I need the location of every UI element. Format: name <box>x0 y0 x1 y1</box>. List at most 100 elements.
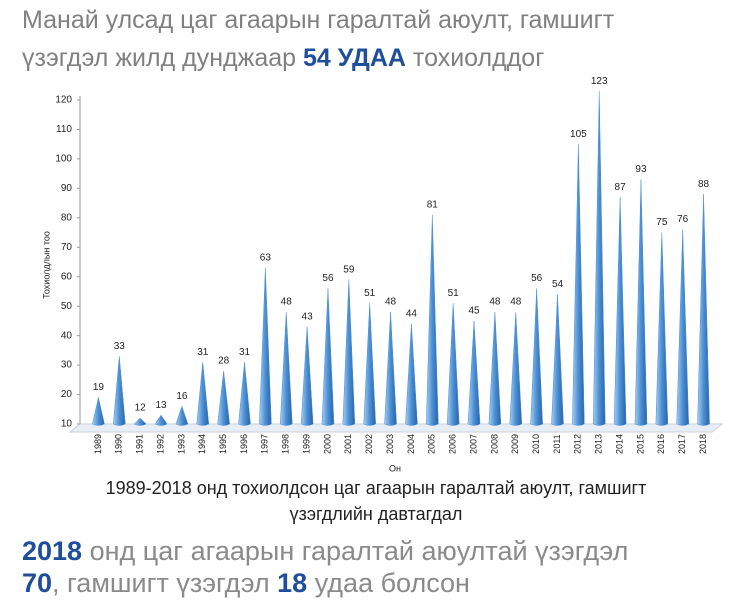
value-label: 19 <box>93 382 105 393</box>
value-label: 51 <box>364 288 376 299</box>
value-label: 56 <box>531 273 543 284</box>
x-tick-label: 2016 <box>656 434 666 454</box>
footer-text: онд цаг агаарын гаралтай аюултай үзэгдэл <box>82 536 629 566</box>
value-label: 31 <box>197 347 209 358</box>
cone <box>196 362 210 426</box>
value-label: 63 <box>260 253 272 264</box>
x-tick-label: 2011 <box>552 434 562 453</box>
value-label: 31 <box>239 347 251 358</box>
y-tick-label: 90 <box>61 183 73 194</box>
value-label: 48 <box>385 297 397 308</box>
value-label: 33 <box>114 341 126 352</box>
footer-line: 70, гамшигт үзэгдэл 18 удаа болсон <box>22 568 470 599</box>
value-label: 88 <box>698 179 710 190</box>
x-tick-label: 1989 <box>93 434 103 454</box>
header-text: Манай улсад цаг агаарын гаралтай аюулт, … <box>22 6 615 34</box>
caption: 1989-2018 онд тохиолдсон цаг агаарын гар… <box>105 478 647 498</box>
x-tick-label: 1998 <box>281 434 291 454</box>
value-label: 44 <box>406 308 418 319</box>
cone <box>509 312 523 426</box>
x-tick-label: 2002 <box>364 434 374 454</box>
x-tick-label: 2001 <box>343 434 353 454</box>
floor <box>68 423 724 433</box>
header-highlight: 54 УДАА <box>303 44 406 72</box>
cone <box>697 194 710 426</box>
cone <box>572 144 585 426</box>
footer-highlight: 18 <box>277 568 308 598</box>
cone <box>342 279 356 426</box>
x-tick-label: 2005 <box>427 434 437 454</box>
y-tick-label: 40 <box>61 330 73 341</box>
cone <box>467 320 481 426</box>
caption: үзэгдлийн давтагдал <box>289 504 463 524</box>
cone <box>446 303 460 426</box>
value-label: 54 <box>552 279 564 290</box>
header-text: үзэгдэл жилд дунджаар <box>22 44 303 72</box>
value-label: 48 <box>510 297 522 308</box>
x-tick-label: 1990 <box>114 434 124 454</box>
value-label: 76 <box>677 214 689 225</box>
value-label: 81 <box>427 200 439 211</box>
cone <box>217 370 230 426</box>
cone <box>92 397 105 426</box>
value-label: 123 <box>591 76 608 87</box>
cone <box>279 312 293 426</box>
y-tick-label: 120 <box>55 95 72 106</box>
y-tick-label: 70 <box>61 242 73 253</box>
x-tick-label: 2013 <box>594 434 604 454</box>
footer-highlight: 70 <box>22 568 53 598</box>
value-label: 48 <box>489 297 501 308</box>
value-label: 87 <box>615 182 627 193</box>
value-label: 43 <box>302 311 314 322</box>
x-tick-label: 2004 <box>406 434 416 454</box>
y-tick-label: 20 <box>61 389 73 400</box>
value-label: 16 <box>176 391 188 402</box>
cone <box>363 303 376 426</box>
cone <box>154 414 168 426</box>
footer-line: 2018 онд цаг агаарын гаралтай аюултай үз… <box>22 536 628 567</box>
value-label: 13 <box>155 400 167 411</box>
x-tick-label: 1996 <box>239 434 249 454</box>
header-text: тохиолддог <box>405 44 545 72</box>
y-tick-label: 60 <box>61 271 73 282</box>
cone <box>259 267 272 426</box>
value-label: 12 <box>135 403 147 414</box>
footer-text: удаа болсон <box>307 568 470 598</box>
x-tick-label: 2006 <box>448 434 458 454</box>
cone <box>238 362 251 426</box>
cone <box>113 356 126 426</box>
value-label: 56 <box>322 273 334 284</box>
value-label: 75 <box>656 217 668 228</box>
x-tick-label: 1999 <box>301 434 311 454</box>
y-tick-label: 100 <box>55 154 72 165</box>
cone <box>634 179 648 426</box>
x-tick-label: 2014 <box>614 434 624 454</box>
cone <box>321 288 335 426</box>
header-line: Манай улсад цаг агаарын гаралтай аюулт, … <box>22 6 614 35</box>
x-tick-label: 1993 <box>176 434 186 454</box>
cone <box>655 232 669 426</box>
y-tick-label: 110 <box>56 124 72 135</box>
cone <box>133 417 147 426</box>
y-tick-label: 80 <box>61 212 73 223</box>
cone <box>613 197 627 426</box>
x-tick-label: 2000 <box>322 434 332 454</box>
cone <box>551 294 564 426</box>
value-label: 105 <box>570 129 587 140</box>
x-tick-label: 2008 <box>489 434 499 454</box>
x-tick-label: 2003 <box>385 434 395 454</box>
x-tick-label: 1992 <box>155 434 165 454</box>
x-tick-label: 2017 <box>677 434 687 454</box>
cone <box>300 326 314 426</box>
cone <box>405 323 418 426</box>
value-label: 51 <box>448 288 460 299</box>
cone <box>384 312 397 426</box>
x-tick-label: 1994 <box>197 434 207 454</box>
y-axis-label: Тохиолдлын тоо <box>41 231 51 299</box>
x-tick-label: 2018 <box>698 434 708 454</box>
value-label: 45 <box>468 306 480 317</box>
x-tick-label: 2010 <box>531 434 541 454</box>
cone <box>530 288 543 426</box>
footer-highlight: 2018 <box>22 536 83 566</box>
